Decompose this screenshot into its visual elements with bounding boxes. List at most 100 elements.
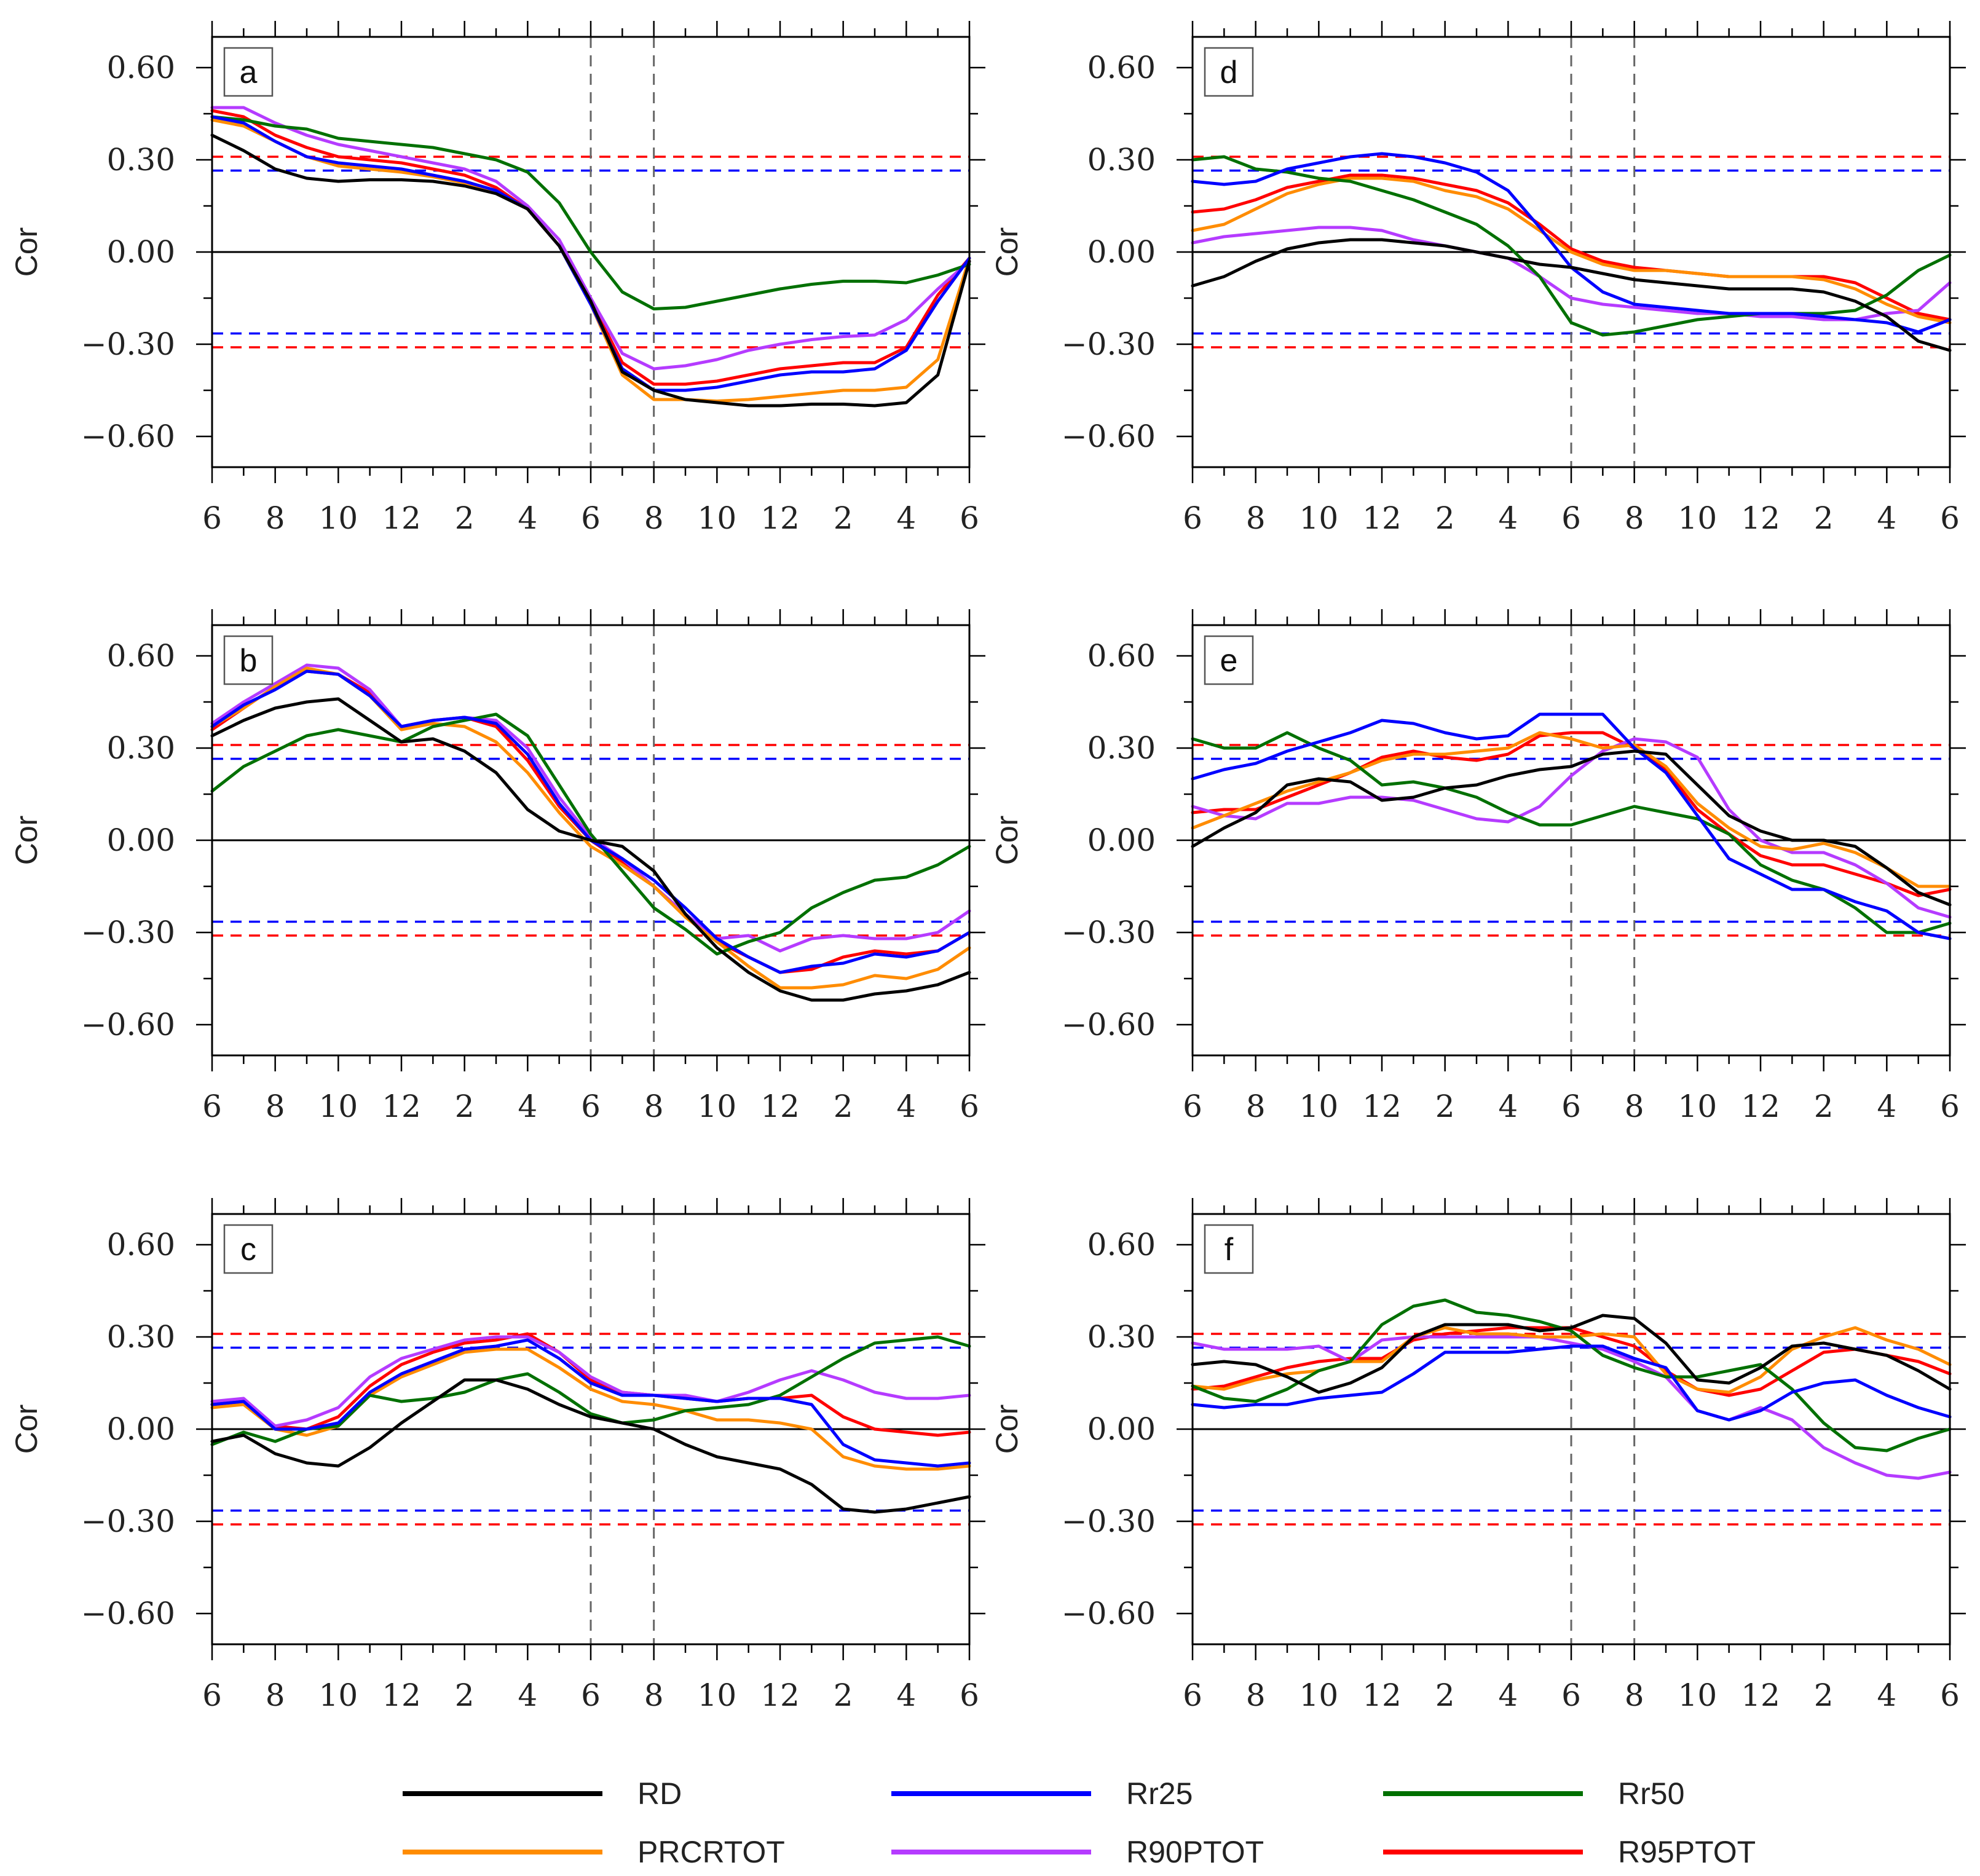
legend-label-RD: RD xyxy=(637,1776,682,1811)
series-line-R90PTOT xyxy=(1191,226,1952,321)
x-tick-label: 6 xyxy=(1940,1089,1960,1124)
y-tick-label: 0.00 xyxy=(107,1411,175,1447)
y-axis-label: Cor xyxy=(990,1405,1024,1454)
panel-label-box xyxy=(223,47,274,97)
x-tick-label: 10 xyxy=(1300,1089,1339,1124)
x-tick-label: 12 xyxy=(382,1677,421,1713)
x-tick-label: 10 xyxy=(1678,1089,1718,1124)
y-tick-label: −0.30 xyxy=(1062,326,1156,362)
panel-b: 6 8 10 12 2 4 6 8 10 12 2 4 6 −0.60 −0.30 0.00 0.30 0.60 C… xyxy=(9,609,985,1124)
x-tick-label: 6 xyxy=(960,1089,979,1124)
x-tick-label: 8 xyxy=(644,1677,664,1713)
x-tick-label: 10 xyxy=(1678,1677,1718,1713)
series-line-R90PTOT xyxy=(1191,1335,1952,1480)
panel-e: 6 8 10 12 2 4 6 8 10 12 2 4 6 −0.60 −0.30 0.00 0.30 0.60 C… xyxy=(990,609,1966,1124)
x-tick-label: 6 xyxy=(960,1677,979,1713)
x-tick-label: 8 xyxy=(644,500,664,536)
y-tick-label: −0.30 xyxy=(1062,1504,1156,1539)
x-tick-label: 10 xyxy=(319,1677,358,1713)
series-line-R95PTOT xyxy=(1191,173,1952,321)
x-tick-label: 4 xyxy=(896,500,916,536)
x-tick-label: 10 xyxy=(1300,1677,1339,1713)
x-tick-label: 12 xyxy=(760,1089,800,1124)
x-tick-label: 2 xyxy=(1435,1677,1455,1713)
series-line-Rr50 xyxy=(1191,1298,1952,1452)
panel-label: f xyxy=(1225,1232,1234,1267)
series-line-R90PTOT xyxy=(210,663,971,953)
series-line-R95PTOT xyxy=(210,1332,971,1437)
y-axis-label: Cor xyxy=(9,227,44,277)
legend-label-R95PTOT: R95PTOT xyxy=(1618,1835,1756,1869)
x-tick-label: 4 xyxy=(896,1677,916,1713)
series-line-RD xyxy=(1191,238,1952,352)
y-tick-label: −0.60 xyxy=(81,419,175,454)
legend: RD Rr25 Rr50 PRCRTOT R90PTOT R95PTOT xyxy=(403,1776,1756,1869)
x-tick-label: 12 xyxy=(1362,500,1402,536)
y-tick-label: 0.00 xyxy=(1087,234,1156,270)
x-tick-label: 4 xyxy=(1498,500,1518,536)
x-tick-label: 8 xyxy=(1246,1677,1266,1713)
y-tick-label: −0.30 xyxy=(81,326,175,362)
x-tick-label: 4 xyxy=(896,1089,916,1124)
x-tick-label: 10 xyxy=(698,1677,737,1713)
x-tick-label: 2 xyxy=(1814,1089,1834,1124)
x-tick-label: 8 xyxy=(266,500,285,536)
x-tick-label: 2 xyxy=(455,1677,475,1713)
panel-c: 6 8 10 12 2 4 6 8 10 12 2 4 6 −0.60 −0.30 0.00 0.30 0.60 C… xyxy=(9,1198,985,1713)
series-line-R90PTOT xyxy=(210,106,971,371)
x-tick-label: 2 xyxy=(1814,500,1834,536)
y-tick-label: 0.00 xyxy=(1087,1411,1156,1447)
series-line-PRCRTOT xyxy=(1191,731,1952,888)
x-tick-label: 2 xyxy=(834,1089,853,1124)
y-tick-label: 0.60 xyxy=(1087,50,1156,85)
panel-d: 6 8 10 12 2 4 6 8 10 12 2 4 6 −0.60 −0.30 0.00 0.30 0.60 C… xyxy=(990,21,1966,536)
x-tick-label: 6 xyxy=(960,500,979,536)
x-tick-label: 12 xyxy=(760,500,800,536)
x-tick-label: 6 xyxy=(1183,1089,1202,1124)
x-tick-label: 4 xyxy=(1498,1089,1518,1124)
x-tick-label: 12 xyxy=(760,1677,800,1713)
x-tick-label: 8 xyxy=(1246,1089,1266,1124)
x-tick-label: 4 xyxy=(1877,500,1896,536)
x-tick-label: 8 xyxy=(1625,500,1644,536)
x-tick-label: 2 xyxy=(1435,1089,1455,1124)
x-tick-label: 6 xyxy=(1561,500,1581,536)
y-tick-label: 0.60 xyxy=(107,1227,175,1263)
x-tick-label: 6 xyxy=(202,1677,222,1713)
panel-label-box xyxy=(1204,47,1254,97)
panel-label-box xyxy=(223,1224,274,1274)
x-tick-label: 4 xyxy=(518,1089,537,1124)
panel-label: a xyxy=(240,55,258,90)
x-tick-label: 6 xyxy=(1940,1677,1960,1713)
y-tick-label: 0.30 xyxy=(107,730,175,766)
panel-label: d xyxy=(1220,55,1238,90)
y-tick-label: 0.30 xyxy=(107,142,175,178)
x-tick-label: 4 xyxy=(1877,1089,1896,1124)
x-tick-label: 6 xyxy=(581,500,601,536)
legend-label-Rr50: Rr50 xyxy=(1618,1776,1684,1811)
x-tick-label: 12 xyxy=(382,1089,421,1124)
x-tick-label: 6 xyxy=(1561,1677,1581,1713)
x-tick-label: 2 xyxy=(1814,1677,1834,1713)
x-tick-label: 4 xyxy=(518,1677,537,1713)
x-tick-label: 6 xyxy=(581,1677,601,1713)
y-tick-label: −0.60 xyxy=(1062,1007,1156,1042)
y-axis-label: Cor xyxy=(9,1405,44,1454)
x-tick-label: 10 xyxy=(1678,500,1718,536)
x-tick-label: 8 xyxy=(266,1089,285,1124)
x-tick-label: 12 xyxy=(1362,1677,1402,1713)
x-tick-label: 2 xyxy=(834,500,853,536)
series-line-R90PTOT xyxy=(1191,737,1952,919)
x-tick-label: 12 xyxy=(1741,1677,1780,1713)
series-line-Rr25 xyxy=(1191,712,1952,940)
series-line-RD xyxy=(210,133,971,408)
y-axis-label: Cor xyxy=(990,227,1024,277)
y-tick-label: −0.60 xyxy=(81,1007,175,1042)
y-tick-label: −0.30 xyxy=(81,1504,175,1539)
y-tick-label: 0.00 xyxy=(107,822,175,858)
x-tick-label: 6 xyxy=(202,1089,222,1124)
x-tick-label: 12 xyxy=(1741,500,1780,536)
y-tick-label: 0.60 xyxy=(107,50,175,85)
x-tick-label: 10 xyxy=(319,500,358,536)
series-line-RD xyxy=(1191,1314,1952,1394)
